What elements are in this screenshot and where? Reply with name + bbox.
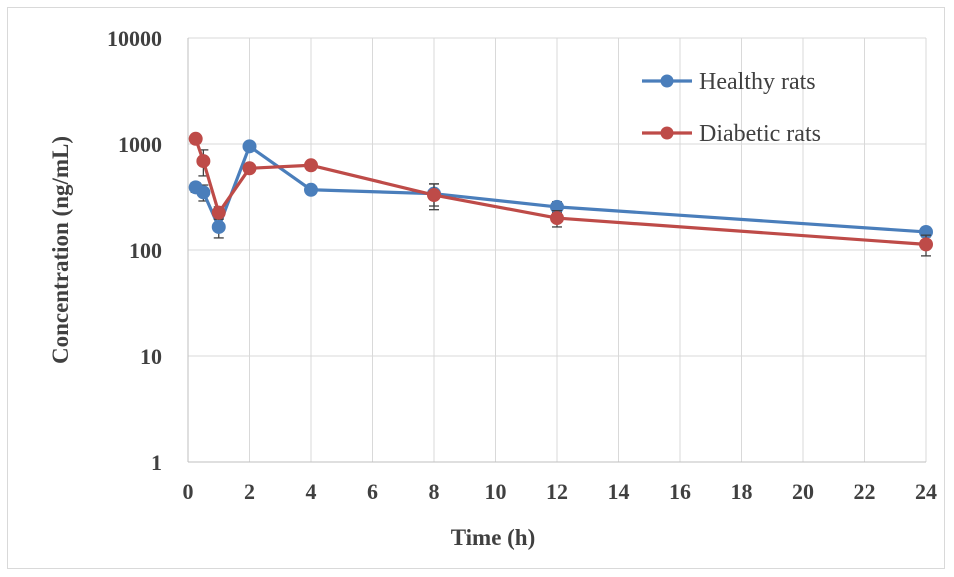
x-tick-label: 0 <box>183 479 194 504</box>
x-tick-label: 12 <box>546 479 568 504</box>
legend-label: Diabetic rats <box>699 121 821 147</box>
data-point <box>242 161 257 176</box>
chart-frame <box>7 7 945 569</box>
data-point <box>550 211 564 226</box>
x-tick-label: 14 <box>608 479 630 504</box>
x-tick-label: 18 <box>731 479 753 504</box>
y-tick-label: 100 <box>129 238 162 263</box>
data-point <box>188 131 203 146</box>
series-layer <box>188 131 933 257</box>
legend-marker <box>660 126 674 140</box>
x-tick-label: 16 <box>669 479 691 504</box>
y-tick-label: 1 <box>151 450 162 475</box>
legend-marker <box>660 74 674 88</box>
series-line <box>194 138 927 246</box>
x-tick-label: 20 <box>792 479 814 504</box>
x-tick-label: 2 <box>244 479 255 504</box>
x-tick-label: 8 <box>429 479 440 504</box>
x-tick-label: 24 <box>915 479 937 504</box>
data-point <box>211 205 226 220</box>
legend-label: Healthy rats <box>699 69 816 95</box>
legend: Healthy rats Diabetic rats <box>642 69 821 147</box>
x-tick-label: 10 <box>485 479 507 504</box>
series-diabetic-rats <box>188 131 933 257</box>
y-tick-label: 10 <box>140 344 162 369</box>
data-point <box>196 154 211 169</box>
data-point <box>242 139 257 154</box>
y-axis-title: Concentration (ng/mL) <box>48 136 73 364</box>
y-tick-label: 10000 <box>107 26 162 51</box>
grid-layer <box>188 37 927 462</box>
data-point <box>919 237 933 252</box>
x-tick-label: 6 <box>367 479 378 504</box>
data-point <box>211 219 226 234</box>
y-tick-label: 1000 <box>118 132 162 157</box>
data-point <box>196 185 211 200</box>
data-point <box>427 188 441 203</box>
x-tick-label: 22 <box>854 479 876 504</box>
data-point <box>304 182 318 197</box>
x-tick-label: 4 <box>306 479 317 504</box>
axis-layer <box>187 38 926 463</box>
data-point <box>304 158 318 173</box>
x-axis-title: Time (h) <box>451 525 536 550</box>
